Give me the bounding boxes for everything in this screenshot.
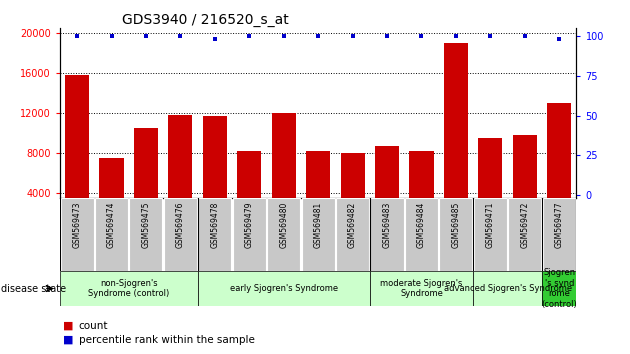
Bar [508, 198, 541, 271]
Text: GSM569472: GSM569472 [520, 202, 529, 248]
Bar [164, 198, 197, 271]
Text: ■: ■ [63, 335, 74, 345]
Text: non-Sjogren's
Syndrome (control): non-Sjogren's Syndrome (control) [88, 279, 169, 298]
Bar [478, 138, 502, 233]
Bar [203, 116, 227, 233]
Text: ■: ■ [63, 321, 74, 331]
Bar [439, 198, 472, 271]
Bar [129, 198, 163, 271]
Text: GSM569474: GSM569474 [107, 202, 116, 249]
Text: GSM569485: GSM569485 [452, 202, 461, 248]
Text: GSM569484: GSM569484 [417, 202, 426, 248]
Bar [267, 198, 301, 271]
Bar [60, 198, 94, 271]
Text: advanced Sjogren's Syndrome: advanced Sjogren's Syndrome [444, 284, 571, 293]
Bar [547, 103, 571, 233]
Bar [513, 135, 537, 233]
Text: early Sjogren's Syndrome: early Sjogren's Syndrome [230, 284, 338, 293]
Text: count: count [79, 321, 108, 331]
Bar [474, 198, 507, 271]
Bar [473, 271, 542, 306]
Text: moderate Sjogren's
Syndrome: moderate Sjogren's Syndrome [381, 279, 462, 298]
Bar [410, 151, 433, 233]
Bar [134, 128, 158, 233]
Text: GSM569476: GSM569476 [176, 202, 185, 249]
Text: GSM569473: GSM569473 [72, 202, 81, 249]
Bar [95, 198, 128, 271]
Bar [306, 151, 330, 233]
Text: GSM569479: GSM569479 [245, 202, 254, 249]
Bar [370, 198, 404, 271]
Bar [100, 158, 123, 233]
Bar [232, 198, 266, 271]
Bar [168, 115, 192, 233]
Bar [444, 43, 468, 233]
Text: GSM569483: GSM569483 [382, 202, 391, 248]
Bar [302, 198, 335, 271]
Text: GSM569482: GSM569482 [348, 202, 357, 248]
Text: GSM569481: GSM569481 [314, 202, 323, 248]
Text: GSM569477: GSM569477 [555, 202, 564, 249]
Bar [272, 113, 295, 233]
Bar [60, 271, 198, 306]
Text: disease state: disease state [1, 284, 66, 293]
Bar [198, 271, 370, 306]
Bar [341, 153, 365, 233]
Text: percentile rank within the sample: percentile rank within the sample [79, 335, 255, 345]
Bar [542, 271, 576, 306]
Text: GSM569480: GSM569480 [279, 202, 288, 248]
Bar [370, 271, 473, 306]
Text: GDS3940 / 216520_s_at: GDS3940 / 216520_s_at [122, 13, 289, 27]
Text: GSM569471: GSM569471 [486, 202, 495, 248]
Bar [198, 198, 231, 271]
Bar [65, 75, 89, 233]
Bar [405, 198, 438, 271]
Text: Sjogren
's synd
rome
(control): Sjogren 's synd rome (control) [541, 268, 577, 309]
Bar [375, 146, 399, 233]
Text: GSM569478: GSM569478 [210, 202, 219, 248]
Bar [542, 198, 576, 271]
Bar [336, 198, 369, 271]
Text: GSM569475: GSM569475 [142, 202, 151, 249]
Bar [238, 151, 261, 233]
